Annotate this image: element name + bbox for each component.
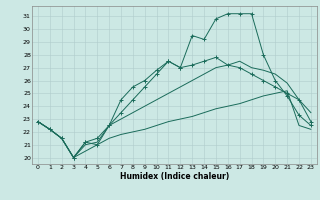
X-axis label: Humidex (Indice chaleur): Humidex (Indice chaleur) xyxy=(120,172,229,181)
